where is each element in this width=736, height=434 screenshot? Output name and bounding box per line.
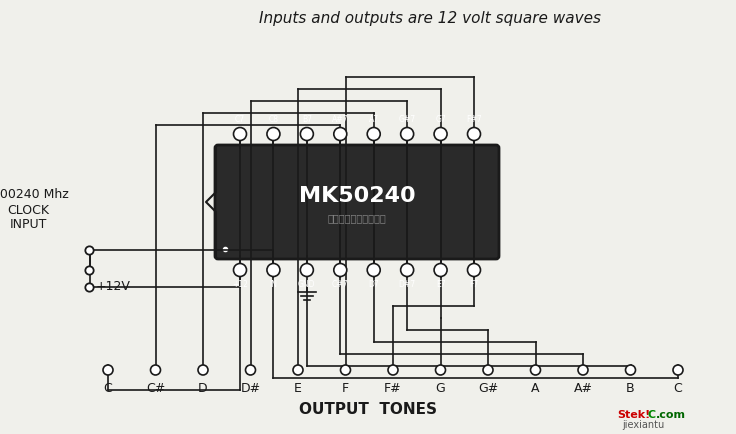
Text: C: C [673,381,682,395]
Text: 杭州迈睿科技有限公司: 杭州迈睿科技有限公司 [328,213,386,223]
Text: A#: A# [573,381,592,395]
Text: A7: A7 [369,115,379,124]
Text: 4: 4 [339,267,342,273]
Circle shape [434,128,447,141]
FancyBboxPatch shape [215,145,499,259]
Text: +12: +12 [232,280,248,289]
Text: 12: 12 [369,132,378,137]
Circle shape [400,263,414,276]
Circle shape [334,263,347,276]
Circle shape [467,263,481,276]
Text: 14: 14 [303,132,311,137]
Circle shape [293,365,303,375]
Circle shape [300,263,314,276]
Circle shape [103,365,113,375]
Text: G#: G# [478,381,498,395]
Text: Stek!: Stek! [617,410,650,420]
Text: 11: 11 [403,132,411,137]
Text: .com: .com [656,410,686,420]
Text: B: B [626,381,635,395]
Text: G7: G7 [435,115,446,124]
Circle shape [367,263,381,276]
Text: 1: 1 [238,267,242,273]
Text: D: D [198,381,208,395]
Circle shape [400,128,414,141]
Text: F: F [342,381,349,395]
Text: jiexiantu: jiexiantu [622,420,665,430]
Circle shape [367,128,381,141]
Text: +12V: +12V [96,280,131,293]
Circle shape [150,365,160,375]
Text: Inputs and outputs are 12 volt square waves: Inputs and outputs are 12 volt square wa… [259,10,601,26]
Circle shape [436,365,445,375]
Text: 7: 7 [439,267,442,273]
Text: A: A [531,381,539,395]
Circle shape [233,263,247,276]
Text: D7: D7 [368,280,379,289]
Text: GND: GND [298,280,316,289]
Text: OUTPUT  TONES: OUTPUT TONES [299,402,437,418]
Text: IN: IN [269,280,277,289]
Text: G: G [436,381,445,395]
Circle shape [246,365,255,375]
Circle shape [388,365,398,375]
Text: 5: 5 [372,267,375,273]
Text: 16: 16 [236,132,244,137]
Text: A#7: A#7 [332,115,349,124]
Circle shape [483,365,493,375]
Text: F#7: F#7 [466,115,482,124]
Circle shape [233,128,247,141]
Text: F7: F7 [470,280,478,289]
Text: E7: E7 [436,280,445,289]
Circle shape [300,128,314,141]
Text: D#7: D#7 [399,280,416,289]
Circle shape [578,365,588,375]
Text: C7: C7 [235,115,245,124]
Text: C: C [104,381,113,395]
Text: 3: 3 [305,267,309,273]
Circle shape [341,365,350,375]
Text: 8: 8 [472,267,476,273]
Text: C#7: C#7 [332,280,349,289]
Text: 9: 9 [472,132,476,137]
Circle shape [673,365,683,375]
Circle shape [531,365,540,375]
Text: 15: 15 [269,132,277,137]
Text: C#: C# [146,381,165,395]
Circle shape [267,128,280,141]
Text: 10: 10 [436,132,445,137]
Circle shape [198,365,208,375]
Text: 2.00240 Mhz
CLOCK
INPUT: 2.00240 Mhz CLOCK INPUT [0,188,68,231]
Text: B7: B7 [302,115,312,124]
Text: 13: 13 [336,132,344,137]
Text: E: E [294,381,302,395]
Text: 6: 6 [406,267,409,273]
Text: C: C [648,410,656,420]
Circle shape [334,128,347,141]
Text: G#7: G#7 [399,115,416,124]
Circle shape [267,263,280,276]
Text: F#: F# [384,381,402,395]
Circle shape [467,128,481,141]
Text: 2: 2 [272,267,275,273]
Text: C8: C8 [269,115,278,124]
Text: D#: D# [241,381,261,395]
Circle shape [434,263,447,276]
Circle shape [626,365,635,375]
Text: MK50240: MK50240 [299,186,415,206]
